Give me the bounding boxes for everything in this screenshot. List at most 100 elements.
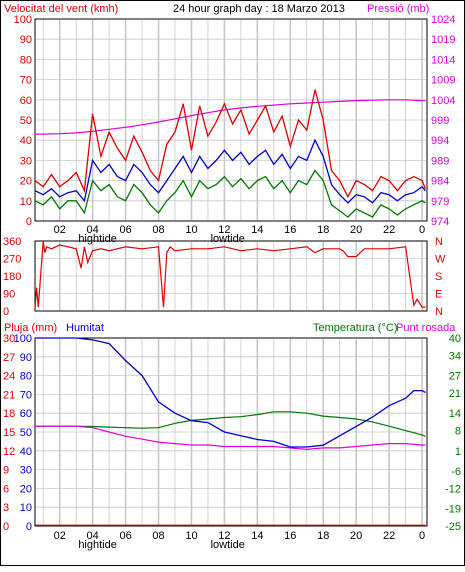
temperature-y-tick: 8 [455, 426, 461, 438]
pressure-y-tick: 1024 [431, 14, 455, 26]
wind-y-tick: 10 [20, 196, 32, 208]
series-layer [34, 89, 427, 526]
wind-y-tick: 30 [20, 155, 32, 167]
hightide-label: hightide [78, 539, 117, 551]
temperature-y-tick: 21 [449, 388, 461, 400]
compass-label: S [435, 271, 442, 283]
x-tick-label: 08 [152, 224, 164, 236]
pressure-y-tick: 979 [431, 196, 449, 208]
x-tick-label: 16 [284, 224, 296, 236]
lowtide-label: lowtide [211, 233, 245, 245]
direction-y-tick: 180 [3, 271, 21, 283]
wind-gust-line [34, 89, 427, 199]
temperature-y-tick: -25 [445, 521, 461, 533]
x-tick-label: 18 [317, 530, 329, 542]
humidity-y-tick: 70 [20, 389, 32, 401]
dewpoint-axis-title: Punt rosada [396, 322, 456, 334]
x-tick-label: 22 [383, 224, 395, 236]
x-tick-label: 06 [119, 530, 131, 542]
rain-y-tick: 0 [3, 521, 9, 533]
x-tick-label: 16 [284, 530, 296, 542]
temperature-y-tick: 34 [449, 350, 461, 362]
compass-label: N [435, 236, 443, 248]
wind-min-line [34, 169, 426, 218]
humidity-y-tick: 100 [14, 333, 32, 345]
x-tick-label: 0 [419, 224, 425, 236]
rain-y-tick: 12 [3, 446, 15, 458]
temperature-y-tick: 27 [449, 371, 461, 383]
temperature-axis-title: Temperatura (°C) [313, 322, 397, 334]
wind-y-tick: 70 [20, 75, 32, 87]
wind-y-tick: 0 [26, 216, 32, 228]
x-tick-label: 12 [218, 224, 230, 236]
direction-y-tick: 270 [3, 254, 21, 266]
pressure-y-tick: 974 [431, 216, 449, 228]
pressure-axis-title: Pressió (mb) [367, 3, 429, 15]
compass-label: W [435, 254, 446, 266]
humidity-y-tick: 80 [20, 371, 32, 383]
humidity-y-tick: 90 [20, 352, 32, 364]
wind-y-tick: 20 [20, 176, 32, 188]
wind-y-tick: 60 [20, 95, 32, 107]
rain-y-tick: 15 [3, 427, 15, 439]
lowtide-label: lowtide [211, 539, 245, 551]
wind-y-tick: 80 [20, 54, 32, 66]
x-tick-label: 04 [87, 224, 99, 236]
pressure-y-tick: 1019 [431, 34, 455, 46]
pressure-y-tick: 989 [431, 155, 449, 167]
x-tick-label: 18 [317, 224, 329, 236]
direction-y-tick: 0 [3, 306, 9, 318]
wind-direction-line [34, 240, 426, 310]
rain-y-tick: 24 [3, 371, 15, 383]
graph-title: 24 hour graph day : 18 Marzo 2013 [173, 3, 345, 15]
rain-y-tick: 9 [3, 465, 9, 477]
x-tick-label: 0 [419, 530, 425, 542]
rain-y-tick: 21 [3, 389, 15, 401]
rain-y-tick: 30 [3, 333, 15, 345]
x-tick-label: 06 [119, 224, 131, 236]
humidity-y-tick: 30 [20, 465, 32, 477]
wind-axis-title: Velocitat del vent (kmh) [4, 3, 118, 15]
x-tick-label: 22 [383, 530, 395, 542]
rain-y-tick: 3 [3, 502, 9, 514]
x-tick-label: 02 [54, 224, 66, 236]
humidity-y-tick: 60 [20, 408, 32, 420]
axis-labels: 0202040406060808101012121414161618182020… [3, 14, 461, 551]
x-tick-label: 10 [185, 224, 197, 236]
temperature-y-tick: -12 [445, 483, 461, 495]
direction-y-tick: 360 [3, 236, 21, 248]
x-tick-label: 08 [152, 530, 164, 542]
compass-label: E [435, 289, 442, 301]
humidity-axis-title: Humitat [66, 322, 104, 334]
gridlines [36, 20, 426, 525]
pressure-y-tick: 1009 [431, 75, 455, 87]
hightide-label: hightide [78, 233, 117, 245]
rain-y-tick: 27 [3, 352, 15, 364]
pressure-y-tick: 1014 [431, 54, 455, 66]
pressure-y-tick: 999 [431, 115, 449, 127]
x-tick-label: 20 [350, 224, 362, 236]
x-tick-label: 14 [251, 224, 263, 236]
humidity-line [35, 337, 426, 448]
dewpoint-line [35, 425, 426, 451]
rain-axis-title: Pluja (mm) [4, 322, 57, 334]
temperature-y-tick: -19 [445, 504, 461, 516]
rain-y-tick: 6 [3, 483, 9, 495]
wind-y-tick: 100 [14, 14, 32, 26]
pressure-y-tick: 1004 [431, 95, 455, 107]
humidity-y-tick: 40 [20, 446, 32, 458]
pressure-y-tick: 994 [431, 135, 449, 147]
temperature-y-tick: 1 [455, 446, 461, 458]
x-tick-label: 20 [350, 530, 362, 542]
temperature-y-tick: 14 [449, 408, 461, 420]
x-tick-label: 14 [251, 530, 263, 542]
wind-y-tick: 90 [20, 34, 32, 46]
humidity-y-tick: 0 [26, 521, 32, 533]
direction-y-tick: 90 [3, 289, 15, 301]
wind-y-tick: 50 [20, 115, 32, 127]
x-tick-label: 10 [185, 530, 197, 542]
compass-label: N [435, 306, 443, 318]
humidity-y-tick: 20 [20, 483, 32, 495]
